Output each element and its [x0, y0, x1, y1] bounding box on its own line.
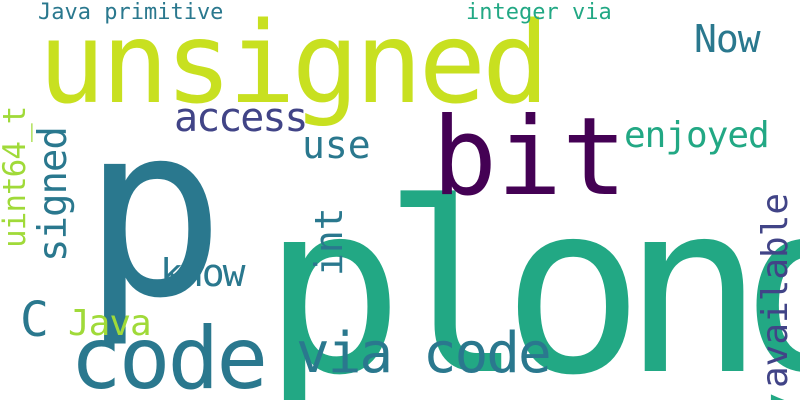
word-enjoyed: enjoyed: [624, 115, 770, 156]
word-signed: signed: [31, 127, 76, 262]
word-use: use: [302, 123, 371, 167]
word-java: Java: [68, 303, 152, 344]
word-plong: plong: [262, 152, 800, 400]
word-p: p: [82, 74, 226, 351]
word-now: Now: [694, 17, 761, 61]
word-available: available: [755, 192, 796, 388]
word-integer-via: integer via: [466, 0, 612, 25]
word-int: int: [307, 207, 351, 276]
word-c: C: [20, 292, 49, 348]
word-code-1: code: [70, 309, 268, 400]
word-via-code: via code: [296, 321, 552, 386]
word-java-primitive: Java primitive: [38, 0, 224, 25]
word-know: know: [160, 251, 246, 295]
word-unsigned: unsigned: [38, 0, 549, 129]
word-access: access: [174, 95, 308, 141]
word-bit: bit: [432, 95, 628, 220]
word-uint64: uint64_t: [0, 106, 33, 248]
